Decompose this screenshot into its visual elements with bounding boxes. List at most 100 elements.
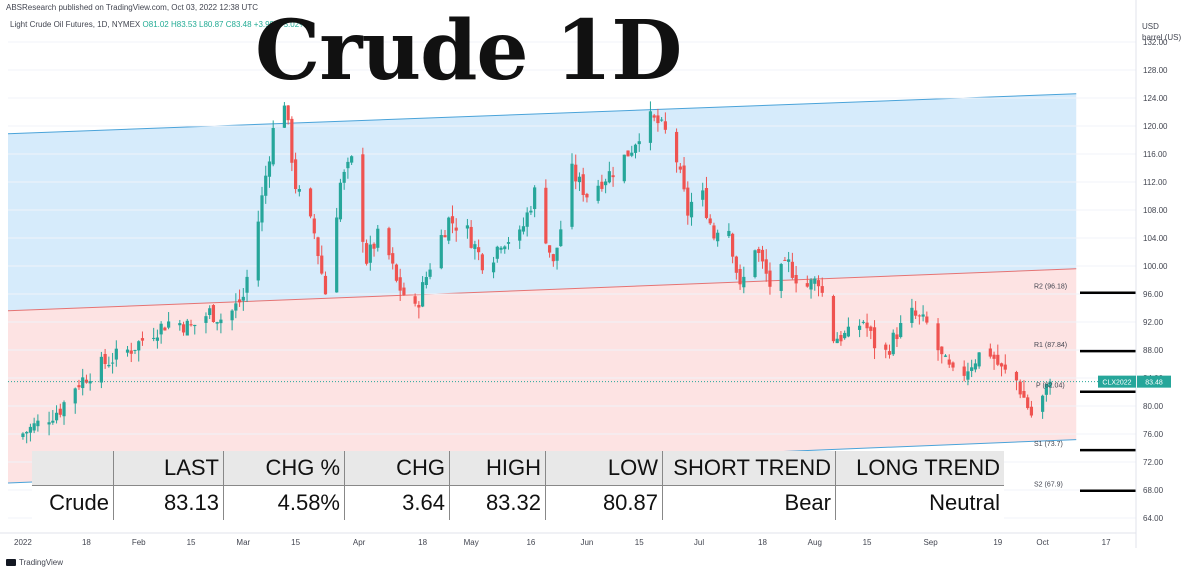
candle-body bbox=[547, 245, 552, 253]
time-axis[interactable]: 2022 18 Feb 15 Mar 15 Apr 18 May 16 Jun 15 Jul 18 Aug 1… bbox=[0, 532, 1136, 547]
candle-body bbox=[62, 402, 66, 417]
candle-body bbox=[364, 243, 369, 264]
candle-body bbox=[402, 287, 406, 295]
header-cell-chg: CHG bbox=[344, 451, 450, 486]
candle-body bbox=[155, 337, 160, 341]
candle-body bbox=[533, 187, 537, 210]
candle-body bbox=[260, 195, 264, 223]
candle-body bbox=[712, 225, 716, 239]
candle-body bbox=[21, 433, 25, 437]
candle-body bbox=[689, 201, 694, 218]
candle-body bbox=[891, 332, 895, 355]
candle-body bbox=[779, 264, 783, 291]
candle-body bbox=[630, 152, 634, 156]
candle-body bbox=[966, 371, 970, 380]
candle-body bbox=[398, 277, 402, 291]
y-tick-label: 112.00 bbox=[1143, 178, 1167, 187]
candle-body bbox=[951, 362, 955, 368]
candle-body bbox=[208, 308, 212, 315]
candle-body bbox=[831, 296, 836, 342]
candle-body bbox=[499, 247, 503, 250]
candle-body bbox=[88, 381, 92, 384]
candle-body bbox=[350, 156, 354, 163]
candle-body bbox=[417, 304, 421, 308]
x-tick-label: 2022 bbox=[14, 538, 32, 547]
candle-body bbox=[1041, 395, 1045, 412]
candle-body bbox=[757, 248, 761, 254]
y-tick-label: 120.00 bbox=[1143, 122, 1168, 131]
candle-body bbox=[962, 366, 966, 376]
candle-body bbox=[1014, 371, 1019, 381]
candle-body bbox=[947, 359, 951, 365]
header-cell-short-trend: SHORT TREND bbox=[662, 451, 836, 486]
y-tick-label: 80.00 bbox=[1143, 402, 1164, 411]
candle-body bbox=[376, 228, 380, 248]
candle-body bbox=[346, 161, 350, 169]
ohlc-open: O81.02 bbox=[142, 20, 169, 29]
channel-line-middle bbox=[7, 268, 1077, 312]
price-tag-bg bbox=[1137, 375, 1171, 388]
candle-body bbox=[996, 354, 1000, 365]
y-tick-label: 96.00 bbox=[1143, 290, 1164, 299]
candle-body bbox=[469, 226, 473, 248]
candle-body bbox=[895, 334, 899, 340]
candle-body bbox=[361, 154, 365, 242]
pivot-label: S1 (73.7) bbox=[1034, 441, 1063, 448]
candle-body bbox=[936, 323, 940, 351]
candle-body bbox=[1044, 383, 1048, 395]
candle-body bbox=[491, 262, 496, 273]
candle-body bbox=[1022, 391, 1026, 398]
x-tick-label: 16 bbox=[526, 538, 535, 547]
candle-body bbox=[312, 218, 316, 234]
candle-body bbox=[32, 423, 36, 431]
candle-body bbox=[506, 242, 511, 244]
price-axis[interactable]: 64.0068.0072.0076.0080.0084.0088.0092.00… bbox=[1135, 0, 1168, 548]
candle-body bbox=[921, 314, 925, 317]
candle-body bbox=[58, 408, 62, 415]
candle-body bbox=[843, 332, 847, 339]
candle-body bbox=[428, 269, 432, 277]
candle-body bbox=[518, 229, 522, 241]
candle-body bbox=[678, 166, 682, 170]
y-tick-label: 68.00 bbox=[1143, 486, 1164, 495]
candle-body bbox=[264, 175, 268, 196]
candle-body bbox=[368, 244, 372, 263]
y-tick-label: 64.00 bbox=[1143, 514, 1164, 523]
candle-body bbox=[581, 174, 585, 196]
candle-body bbox=[167, 321, 171, 328]
x-tick-label: Aug bbox=[808, 538, 822, 547]
candle-body bbox=[73, 388, 77, 404]
symbol-legend: Light Crude Oil Futures, 1D, NYMEX O81.0… bbox=[10, 20, 309, 29]
last-price-tag: CLX2022 83.48 bbox=[8, 375, 1171, 388]
y-tick-label: 100.00 bbox=[1143, 262, 1168, 271]
candle-body bbox=[600, 181, 604, 189]
candle-body bbox=[861, 321, 865, 323]
price-unit: USD barrel (US) bbox=[1142, 21, 1181, 43]
pivot-label: R1 (87.84) bbox=[1034, 342, 1067, 349]
candle-body bbox=[674, 131, 679, 163]
candle-body bbox=[910, 307, 914, 323]
candle-body bbox=[290, 118, 294, 163]
cell-last: 83.13 bbox=[113, 485, 224, 520]
candle-body bbox=[413, 296, 417, 304]
candle-body bbox=[447, 217, 451, 241]
candle-body bbox=[973, 363, 977, 370]
candle-body bbox=[81, 377, 85, 389]
candle-body bbox=[391, 253, 395, 264]
header-cell-blank bbox=[32, 451, 114, 486]
cell-short-trend: Bear bbox=[662, 485, 836, 520]
candle-body bbox=[682, 165, 686, 190]
regression-channel bbox=[7, 93, 1077, 484]
candle-body bbox=[338, 182, 343, 220]
candle-body bbox=[716, 232, 720, 242]
candle-body bbox=[742, 276, 746, 288]
candle-body bbox=[103, 353, 107, 364]
footer-brand[interactable]: TradingView bbox=[6, 558, 63, 567]
symbol-description: Light Crude Oil Futures, 1D, NYMEX bbox=[10, 20, 141, 29]
candle-body bbox=[544, 187, 548, 244]
candle-body bbox=[163, 327, 167, 331]
header-cell-last: LAST bbox=[113, 451, 224, 486]
candle-body bbox=[125, 349, 130, 353]
candle-body bbox=[372, 243, 376, 249]
